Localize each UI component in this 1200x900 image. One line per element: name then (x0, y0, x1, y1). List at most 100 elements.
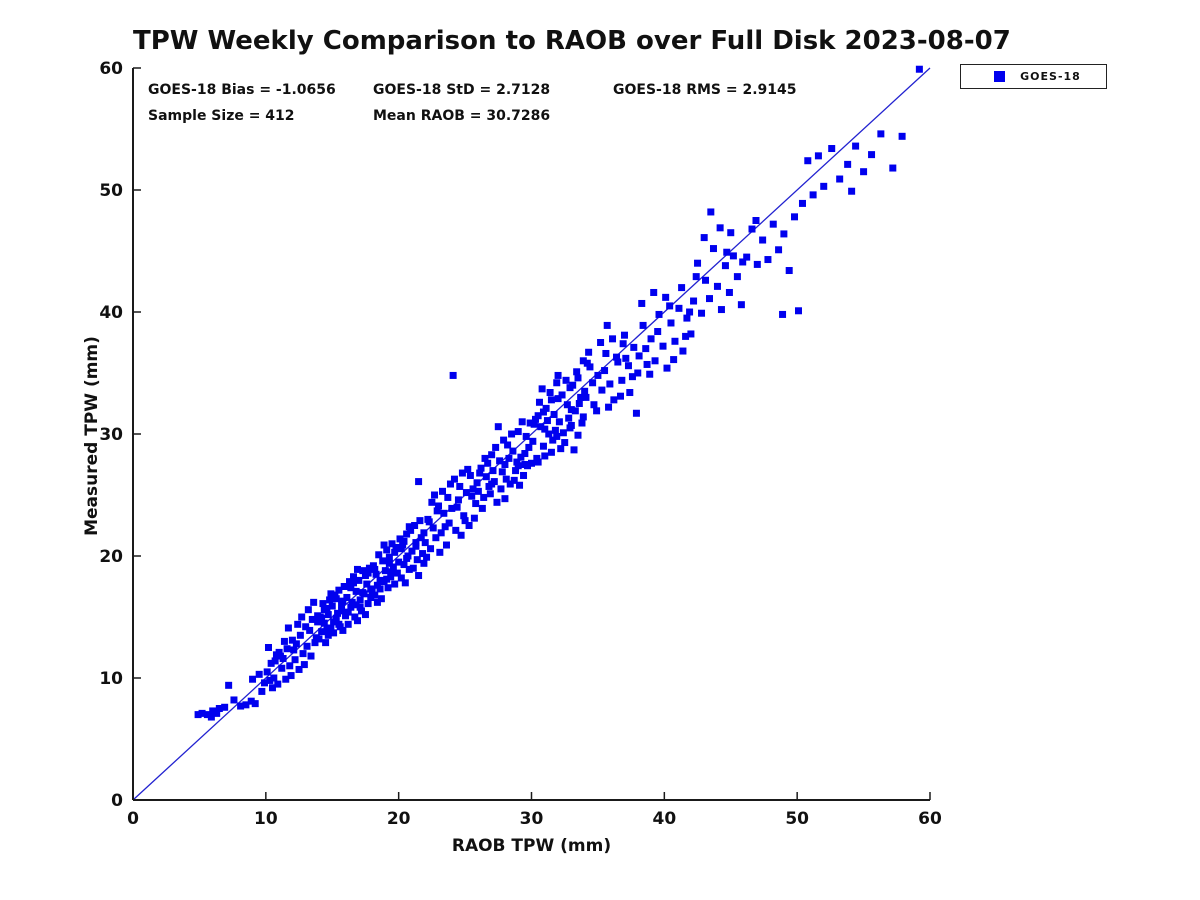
data-point-marker (561, 439, 569, 447)
data-point-marker (327, 624, 335, 632)
data-point-marker (357, 607, 365, 615)
data-point-marker (546, 389, 554, 397)
data-point-marker (452, 526, 460, 534)
data-point-marker (237, 702, 245, 710)
data-point-marker (267, 659, 275, 667)
data-point-marker (323, 625, 331, 633)
data-point-marker (258, 687, 266, 695)
data-point-marker (377, 595, 385, 603)
data-point-marker (601, 367, 609, 375)
data-point-marker (330, 629, 338, 637)
data-point-marker (505, 454, 513, 462)
data-point-marker (678, 284, 686, 292)
data-point-marker (276, 652, 284, 660)
data-point-marker (215, 705, 223, 712)
data-point-marker (476, 469, 484, 477)
data-point-marker (565, 414, 573, 422)
data-point-marker (352, 587, 360, 595)
data-point-marker (283, 645, 291, 653)
data-point-marker (534, 412, 542, 420)
data-point-marker (353, 565, 361, 573)
data-point-marker (433, 507, 441, 515)
data-point-marker (457, 531, 465, 539)
data-point-marker (543, 417, 551, 425)
data-point-marker (516, 481, 524, 489)
data-point-marker (628, 373, 636, 381)
data-point-marker (707, 208, 715, 216)
data-point-marker (898, 132, 906, 140)
data-point-marker (574, 431, 582, 439)
data-point-marker (567, 421, 575, 429)
data-point-marker (593, 407, 601, 415)
data-point-marker (383, 575, 391, 583)
data-point-marker (343, 593, 351, 601)
data-point-marker (477, 464, 485, 472)
data-point-marker (713, 282, 721, 290)
data-point-marker (367, 593, 375, 601)
data-point-marker (209, 707, 217, 715)
data-point-marker (371, 591, 379, 599)
data-point-marker (280, 637, 288, 645)
data-point-marker (836, 175, 844, 183)
data-point-marker (514, 428, 522, 436)
legend-square-marker-icon (994, 71, 1005, 82)
data-point-marker (666, 302, 674, 310)
data-point-marker (348, 598, 356, 606)
data-point-marker (460, 512, 468, 520)
data-point-marker (249, 675, 257, 683)
data-point-marker (420, 529, 428, 537)
x-tick-label: 40 (652, 809, 676, 829)
data-point-marker (338, 607, 346, 615)
data-point-marker (482, 473, 490, 481)
data-point-marker (510, 476, 518, 484)
data-point-marker (320, 619, 328, 627)
data-point-marker (780, 230, 788, 238)
data-point-marker (318, 614, 326, 622)
data-point-marker (794, 307, 802, 315)
data-point-marker (563, 401, 571, 409)
data-point-marker (614, 358, 622, 366)
data-point-marker (844, 160, 852, 168)
data-point-marker (692, 273, 700, 281)
data-point-marker (480, 493, 488, 501)
data-point-marker (324, 611, 332, 619)
data-point-marker (486, 490, 494, 498)
legend: GOES-18 (960, 64, 1107, 89)
data-point-marker (417, 534, 425, 542)
chart-title: TPW Weekly Comparison to RAOB over Full … (133, 26, 1011, 56)
data-point-marker (388, 540, 396, 548)
data-point-marker (626, 389, 634, 397)
data-point-marker (579, 413, 587, 421)
data-point-marker (646, 370, 654, 378)
data-point-marker (464, 465, 472, 473)
data-point-marker (387, 573, 395, 581)
data-point-marker (412, 539, 420, 547)
data-point-marker (498, 468, 506, 476)
data-point-marker (642, 345, 650, 353)
data-point-marker (725, 288, 733, 296)
data-point-marker (207, 713, 215, 721)
data-point-marker (391, 548, 399, 556)
data-point-marker (535, 398, 543, 406)
data-point-marker (537, 423, 545, 431)
data-point-marker (534, 458, 542, 466)
data-point-marker (662, 293, 670, 301)
data-point-marker (769, 220, 777, 228)
data-point-marker (670, 356, 678, 364)
data-point-marker (514, 462, 522, 470)
data-point-marker (326, 596, 334, 604)
data-point-marker (319, 600, 327, 608)
data-point-marker (302, 623, 310, 631)
data-point-marker (431, 491, 439, 499)
data-point-marker (743, 253, 751, 261)
data-point-marker (308, 615, 316, 623)
data-point-marker (852, 142, 860, 150)
data-point-marker (375, 551, 383, 559)
data-point-marker (605, 403, 613, 411)
data-point-marker (520, 471, 528, 479)
data-point-marker (351, 613, 359, 621)
data-point-marker (350, 573, 358, 581)
data-point-marker (506, 480, 514, 488)
data-point-marker (541, 452, 549, 460)
data-point-marker (530, 420, 538, 428)
